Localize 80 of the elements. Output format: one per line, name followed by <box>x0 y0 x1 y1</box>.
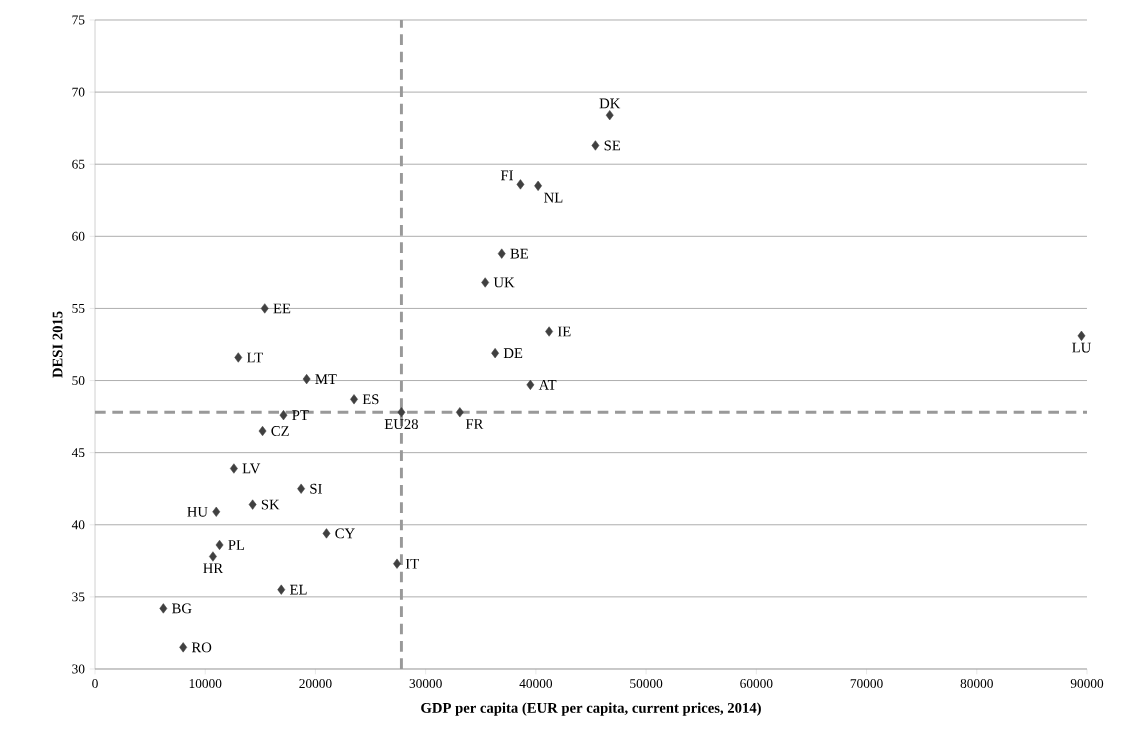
point <box>277 584 286 595</box>
point <box>159 603 168 614</box>
annotation: HR <box>203 563 224 574</box>
point <box>297 483 305 494</box>
x-tick-label: 50000 <box>630 679 663 689</box>
point <box>534 180 542 191</box>
point <box>545 326 553 337</box>
annotation: FI <box>500 170 514 181</box>
point <box>497 248 506 259</box>
annotation: DE <box>503 348 523 358</box>
x-tick-label: 70000 <box>850 679 883 689</box>
annotation: EE <box>273 303 291 314</box>
annotation: PL <box>228 540 245 550</box>
y-tick-label: 45 <box>71 448 85 458</box>
point <box>258 425 267 437</box>
point <box>260 303 269 314</box>
point <box>212 506 221 517</box>
point <box>1077 330 1086 341</box>
annotation: PT <box>292 410 309 420</box>
point <box>230 463 238 474</box>
y-tick-label: 40 <box>71 520 85 530</box>
y-tick-label: 35 <box>72 592 85 602</box>
point <box>397 407 406 418</box>
x-tick-label: 80000 <box>960 679 993 689</box>
x-tick-label: 0 <box>92 679 98 689</box>
annotation: LU <box>1072 342 1091 353</box>
x-axis-title: GDP per capita (EUR per capita, current prices, 2014) <box>421 702 761 716</box>
annotation: CZ <box>271 426 289 436</box>
x-tick-label: 20000 <box>299 679 332 689</box>
point <box>248 499 257 510</box>
point <box>322 528 331 539</box>
annotation: UK <box>493 277 515 288</box>
point <box>302 374 311 385</box>
point <box>215 539 224 551</box>
point <box>516 179 525 190</box>
point <box>234 352 243 363</box>
y-tick-label: 60 <box>72 231 85 241</box>
annotation: EL <box>289 584 307 595</box>
annotation: IE <box>557 326 571 337</box>
annotation: MT <box>315 374 337 384</box>
annotation: IT <box>405 558 419 569</box>
point <box>591 140 600 151</box>
point <box>350 394 358 405</box>
annotation: BE <box>510 248 528 259</box>
annotation: SK <box>261 499 280 510</box>
point <box>491 348 499 359</box>
annotation: LT <box>246 352 263 363</box>
point <box>526 379 535 390</box>
point <box>605 110 614 121</box>
point <box>393 558 401 569</box>
y-tick-label: 55 <box>72 303 85 313</box>
annotation: DK <box>599 98 621 109</box>
point <box>481 277 490 288</box>
annotation: BG <box>172 603 192 614</box>
point <box>179 642 188 653</box>
x-tick-label: 40000 <box>519 679 553 689</box>
y-tick-label: 30 <box>72 664 85 674</box>
y-axis-title: DESI 2015 <box>52 311 63 378</box>
annotation: FR <box>465 419 484 429</box>
x-tick-label: 10000 <box>189 679 222 689</box>
annotation: EU28 <box>384 419 418 430</box>
point <box>279 410 288 421</box>
y-tick-label: 65 <box>72 159 85 169</box>
y-tick-label: 70 <box>72 87 85 97</box>
annotation: LV <box>242 463 261 474</box>
annotation: SE <box>604 140 621 151</box>
point <box>455 407 464 418</box>
x-tick-label: 60000 <box>740 679 773 689</box>
annotation: ES <box>362 394 379 405</box>
annotation: AT <box>538 380 557 390</box>
annotation: NL <box>544 192 563 203</box>
annotation: SI <box>310 483 322 494</box>
y-tick-label: 50 <box>72 376 85 386</box>
annotation: CY <box>335 528 355 539</box>
annotation: HU <box>187 506 208 517</box>
x-tick-label: 30000 <box>409 679 442 689</box>
annotation: RO <box>191 642 212 653</box>
y-tick-label: 75 <box>72 15 85 25</box>
point <box>209 551 217 562</box>
x-tick-label: 90000 <box>1070 679 1104 689</box>
